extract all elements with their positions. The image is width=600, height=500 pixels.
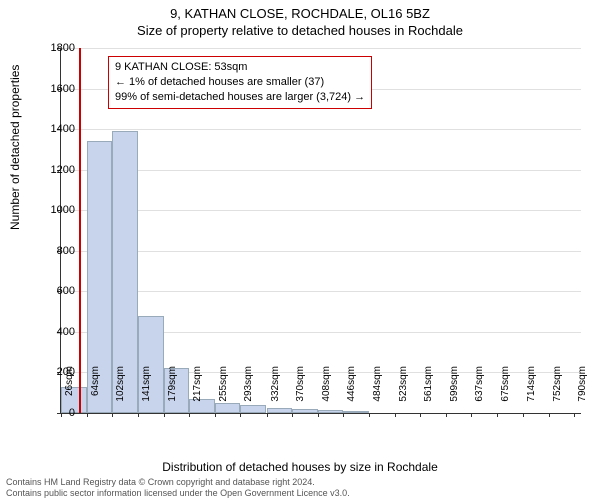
xtick-mark (471, 413, 472, 417)
xtick-mark (189, 413, 190, 417)
ytick-label: 200 (35, 366, 75, 378)
gridline (61, 129, 581, 130)
marker-line (79, 48, 81, 413)
xtick-mark (446, 413, 447, 417)
gridline (61, 251, 581, 252)
footer-line1: Contains HM Land Registry data © Crown c… (6, 477, 350, 487)
ytick-label: 1000 (35, 204, 75, 216)
ytick-label: 1600 (35, 83, 75, 95)
xtick-mark (343, 413, 344, 417)
xtick-mark (292, 413, 293, 417)
xtick-label: 332sqm (270, 366, 281, 416)
xtick-label: 599sqm (449, 366, 460, 416)
ytick-label: 1400 (35, 123, 75, 135)
x-axis-label: Distribution of detached houses by size … (0, 460, 600, 474)
xtick-mark (574, 413, 575, 417)
xtick-mark (138, 413, 139, 417)
xtick-label: 484sqm (372, 366, 383, 416)
xtick-label: 293sqm (243, 366, 254, 416)
ytick-label: 1200 (35, 164, 75, 176)
xtick-label: 64sqm (90, 366, 101, 416)
xtick-mark (420, 413, 421, 417)
xtick-mark (369, 413, 370, 417)
info-box-line: ← 1% of detached houses are smaller (37) (115, 75, 365, 90)
xtick-label: 561sqm (423, 366, 434, 416)
ytick-label: 600 (35, 285, 75, 297)
xtick-mark (549, 413, 550, 417)
xtick-mark (112, 413, 113, 417)
xtick-mark (395, 413, 396, 417)
xtick-label: 714sqm (526, 366, 537, 416)
gridline (61, 291, 581, 292)
ytick-label: 0 (35, 407, 75, 419)
y-axis-label: Number of detached properties (8, 65, 22, 230)
gridline (61, 170, 581, 171)
xtick-mark (87, 413, 88, 417)
xtick-mark (318, 413, 319, 417)
info-box-line: 9 KATHAN CLOSE: 53sqm (115, 60, 365, 75)
xtick-label: 446sqm (346, 366, 357, 416)
xtick-mark (523, 413, 524, 417)
xtick-label: 179sqm (167, 366, 178, 416)
footer-attribution: Contains HM Land Registry data © Crown c… (6, 477, 350, 498)
xtick-label: 408sqm (321, 366, 332, 416)
ytick-label: 400 (35, 326, 75, 338)
xtick-label: 370sqm (295, 366, 306, 416)
ytick-label: 1800 (35, 42, 75, 54)
xtick-label: 675sqm (500, 366, 511, 416)
xtick-label: 523sqm (398, 366, 409, 416)
ytick-label: 800 (35, 245, 75, 257)
xtick-mark (240, 413, 241, 417)
xtick-mark (164, 413, 165, 417)
xtick-label: 752sqm (552, 366, 563, 416)
xtick-mark (267, 413, 268, 417)
xtick-label: 790sqm (577, 366, 588, 416)
info-box-line: 99% of semi-detached houses are larger (… (115, 90, 365, 105)
page-title-line2: Size of property relative to detached ho… (0, 21, 600, 38)
xtick-label: 255sqm (218, 366, 229, 416)
gridline (61, 210, 581, 211)
xtick-label: 102sqm (115, 366, 126, 416)
footer-line2: Contains public sector information licen… (6, 488, 350, 498)
gridline (61, 48, 581, 49)
xtick-label: 217sqm (192, 366, 203, 416)
xtick-label: 141sqm (141, 366, 152, 416)
xtick-mark (497, 413, 498, 417)
xtick-mark (215, 413, 216, 417)
xtick-label: 637sqm (474, 366, 485, 416)
page-title-line1: 9, KATHAN CLOSE, ROCHDALE, OL16 5BZ (0, 0, 600, 21)
info-box: 9 KATHAN CLOSE: 53sqm← 1% of detached ho… (108, 56, 372, 109)
